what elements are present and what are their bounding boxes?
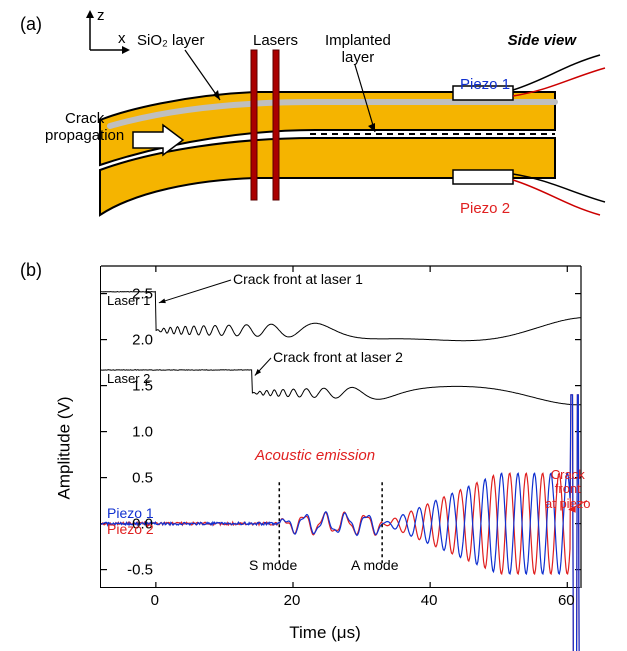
panel-a-label: (a)	[20, 14, 42, 35]
x-axis-label: Time (μs)	[289, 623, 361, 643]
piezo2-trace-label: Piezo 2	[107, 522, 154, 537]
crack-front-laser2-label: Crack front at laser 2	[273, 350, 403, 365]
amode-label: A mode	[351, 558, 398, 573]
axis-z-label: z	[97, 7, 105, 24]
axis-x-label: x	[118, 30, 126, 47]
ytick-label: 1.0	[113, 423, 153, 440]
ytick-label: 0.5	[113, 469, 153, 486]
sio2-label: SiO₂ layer	[137, 32, 205, 49]
piezo1-trace-label: Piezo 1	[107, 506, 154, 521]
laser1-trace-label: Laser 1	[107, 293, 150, 308]
piezo1-label: Piezo 1	[460, 76, 510, 93]
crack-front-laser1-label: Crack front at laser 1	[233, 272, 363, 287]
y-axis-label: Amplitude (V)	[54, 397, 74, 500]
lasers-label: Lasers	[253, 32, 298, 49]
ytick-label: 2.0	[113, 331, 153, 348]
xtick-label: 0	[151, 592, 159, 609]
sideview-label: Side view	[508, 32, 576, 49]
crackprop-label: Crack propagation	[45, 110, 124, 145]
smode-label: S mode	[249, 558, 297, 573]
plot-svg	[101, 266, 581, 588]
xtick-label: 60	[558, 592, 575, 609]
acoustic-emission-label: Acoustic emission	[255, 448, 375, 465]
panel-b-label: (b)	[20, 260, 42, 281]
plot-area	[100, 266, 580, 588]
ytick-label: -0.5	[113, 561, 153, 578]
crack-front-piezo-label: Crack front at piezo	[545, 468, 591, 511]
laser2-trace-label: Laser 2	[107, 371, 150, 386]
implanted-label: Implanted layer	[325, 32, 391, 67]
piezo2-label: Piezo 2	[460, 200, 510, 217]
xtick-label: 40	[421, 592, 438, 609]
xtick-label: 20	[284, 592, 301, 609]
chart-panel: Amplitude (V) Time (μs) -0.50.00.51.01.5…	[55, 258, 595, 638]
schematic-panel: z x SiO₂ layer Lasers Implanted layer Si…	[55, 10, 610, 240]
